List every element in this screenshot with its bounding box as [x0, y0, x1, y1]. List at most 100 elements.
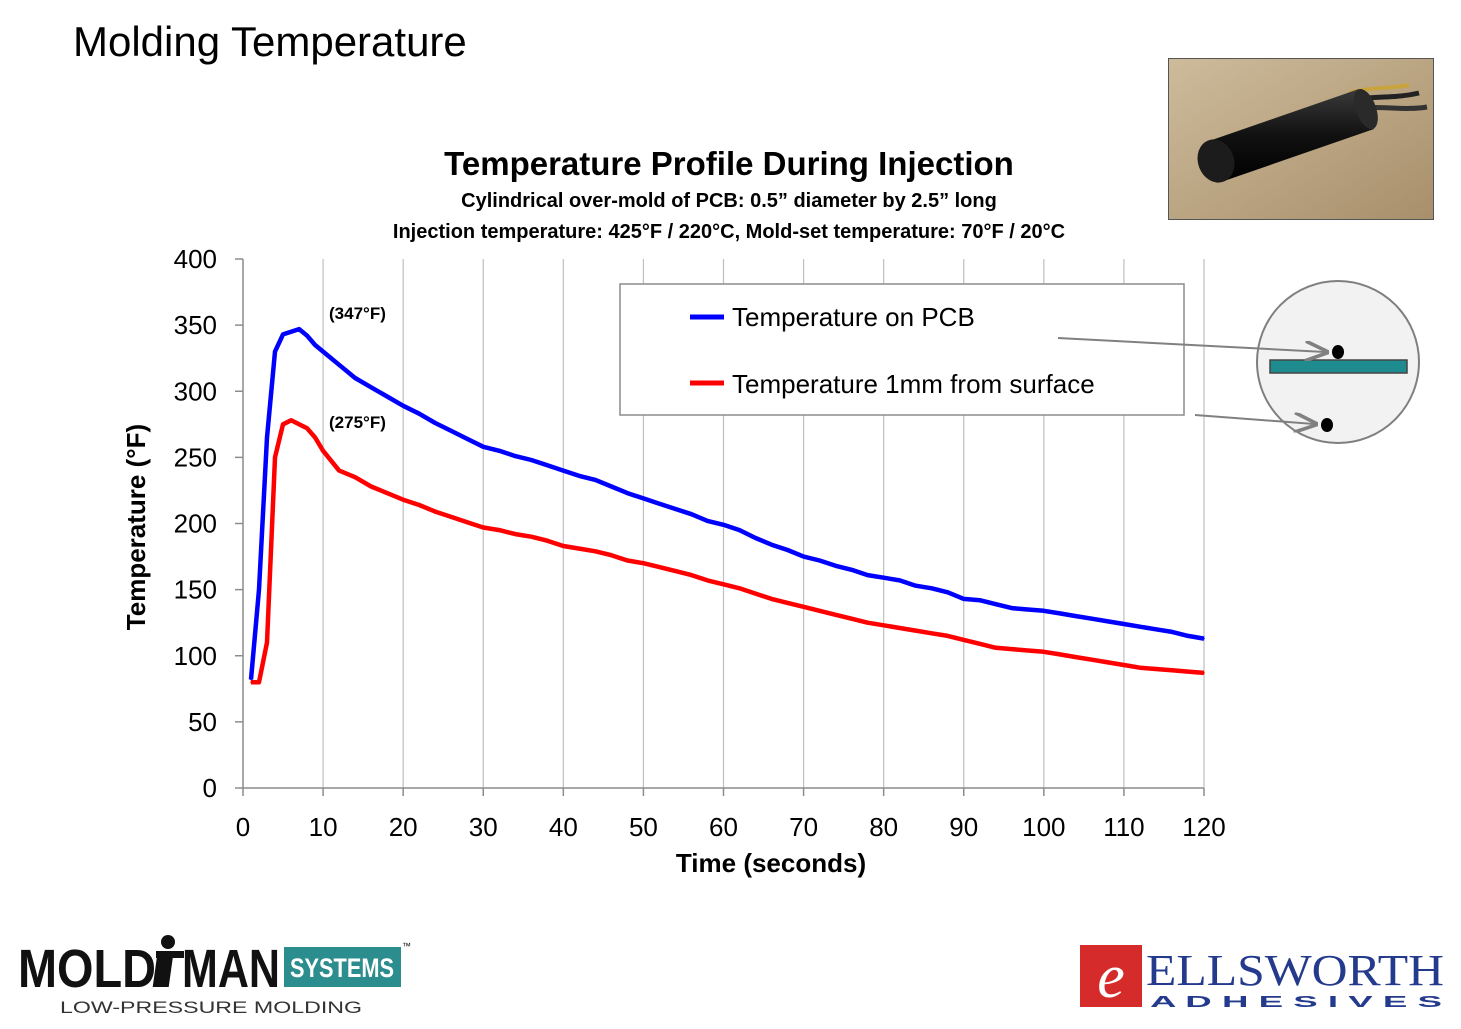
data-point: [514, 533, 517, 535]
data-point: [1043, 651, 1045, 653]
x-tick-label-0: 0: [236, 812, 250, 842]
y-tick-label-50: 50: [188, 707, 217, 737]
data-point: [914, 629, 917, 632]
data-point: [834, 614, 837, 616]
data-point: [642, 497, 645, 500]
chart-subtitle-line-1: Cylindrical over-mold of PCB: 0.5” diame…: [461, 190, 997, 212]
data-point: [626, 559, 629, 562]
logo-adhesives-text: A D H E S I V E S: [1150, 994, 1443, 1010]
data-point: [610, 554, 613, 556]
surface-sensor-dot: [1321, 418, 1333, 432]
data-point: [466, 521, 469, 523]
x-tick-label-120: 120: [1182, 812, 1225, 842]
series-points-0: [250, 328, 1205, 681]
data-point: [282, 423, 284, 426]
logo-e-letter: e: [1097, 945, 1125, 1010]
data-point: [274, 456, 276, 459]
y-tick-label-100: 100: [174, 641, 217, 671]
data-point: [706, 520, 709, 522]
data-point: [674, 570, 677, 572]
data-point: [818, 610, 821, 612]
data-point: [866, 574, 869, 576]
data-point: [1187, 670, 1189, 673]
pcb-board: [1269, 359, 1408, 374]
data-point: [642, 562, 645, 564]
x-tick-label-40: 40: [549, 812, 578, 842]
data-point: [1091, 617, 1093, 620]
chart-title: Temperature Profile During Injection: [444, 145, 1014, 182]
logo-e-badge: [1080, 945, 1142, 1007]
data-point: [914, 584, 917, 587]
logo-ellsworth-text: ELLSWORTH: [1146, 946, 1444, 995]
data-point: [754, 592, 757, 595]
data-point: [386, 395, 388, 398]
data-point: [1075, 615, 1077, 617]
ellsworth-adhesives-logo: e ELLSWORTH A D H E S I V E S: [1080, 943, 1448, 1011]
data-point: [322, 350, 324, 353]
x-tick-label-110: 110: [1103, 812, 1144, 842]
data-point: [266, 436, 268, 439]
data-point: [690, 513, 693, 515]
x-tick-label-70: 70: [789, 812, 818, 842]
data-point: [482, 446, 485, 448]
data-point: [514, 455, 517, 457]
data-point: [882, 624, 885, 627]
data-point: [370, 386, 372, 389]
chart-series: [248, 326, 1205, 685]
x-tick-label-10: 10: [309, 812, 338, 842]
x-tick-label-90: 90: [949, 812, 978, 842]
logo-systems-badge: [284, 947, 401, 987]
data-point: [290, 330, 292, 333]
data-point: [963, 639, 965, 641]
data-point: [658, 566, 661, 568]
data-point: [354, 377, 356, 379]
data-point: [434, 422, 437, 424]
slide-title: Molding Temperature: [73, 18, 467, 65]
data-point: [322, 450, 324, 452]
data-point: [722, 583, 725, 586]
data-point: [298, 328, 300, 330]
data-point: [498, 529, 501, 531]
data-point: [1059, 612, 1061, 615]
logo-trademark: ™: [402, 941, 411, 951]
data-point: [1139, 666, 1141, 669]
data-point: [1091, 658, 1093, 661]
data-point: [1011, 607, 1013, 609]
legend-label-pcb: Temperature on PCB: [732, 302, 975, 332]
legend-label-surface: Temperature 1mm from surface: [732, 369, 1095, 399]
data-point: [930, 632, 933, 635]
data-point: [1187, 635, 1189, 637]
logo-mold-text: MOLD: [18, 939, 156, 999]
data-point: [402, 405, 405, 407]
data-point: [306, 334, 308, 337]
data-point: [386, 492, 388, 494]
data-point: [834, 565, 837, 567]
data-point: [770, 543, 773, 546]
data-point: [930, 587, 933, 590]
y-axis-ticks: 0 50 100 150 200 250 300 350 400: [174, 244, 243, 803]
cross-section-diagram: [1057, 280, 1420, 444]
logo-figure-icon: [152, 935, 184, 987]
data-point: [1027, 608, 1029, 611]
data-point: [258, 681, 260, 683]
data-point: [314, 344, 316, 346]
data-point: [754, 537, 757, 539]
data-point: [802, 606, 805, 608]
series-points-1: [250, 419, 1205, 683]
x-axis-ticks: 0 10 20 30 40 50 60 70 80 90 100 110 120: [236, 788, 1226, 842]
data-point: [690, 574, 693, 576]
data-point: [610, 485, 613, 488]
data-point: [1059, 653, 1061, 656]
data-point: [802, 555, 805, 558]
data-point: [482, 526, 485, 529]
y-tick-label-350: 350: [174, 310, 217, 340]
data-point: [979, 643, 981, 645]
data-point: [1139, 625, 1141, 628]
data-point: [418, 412, 421, 415]
data-point: [1171, 669, 1173, 672]
data-point: [738, 529, 741, 531]
data-point: [995, 647, 997, 649]
x-tick-label-50: 50: [629, 812, 658, 842]
data-point: [1203, 637, 1205, 640]
data-point: [530, 535, 533, 538]
